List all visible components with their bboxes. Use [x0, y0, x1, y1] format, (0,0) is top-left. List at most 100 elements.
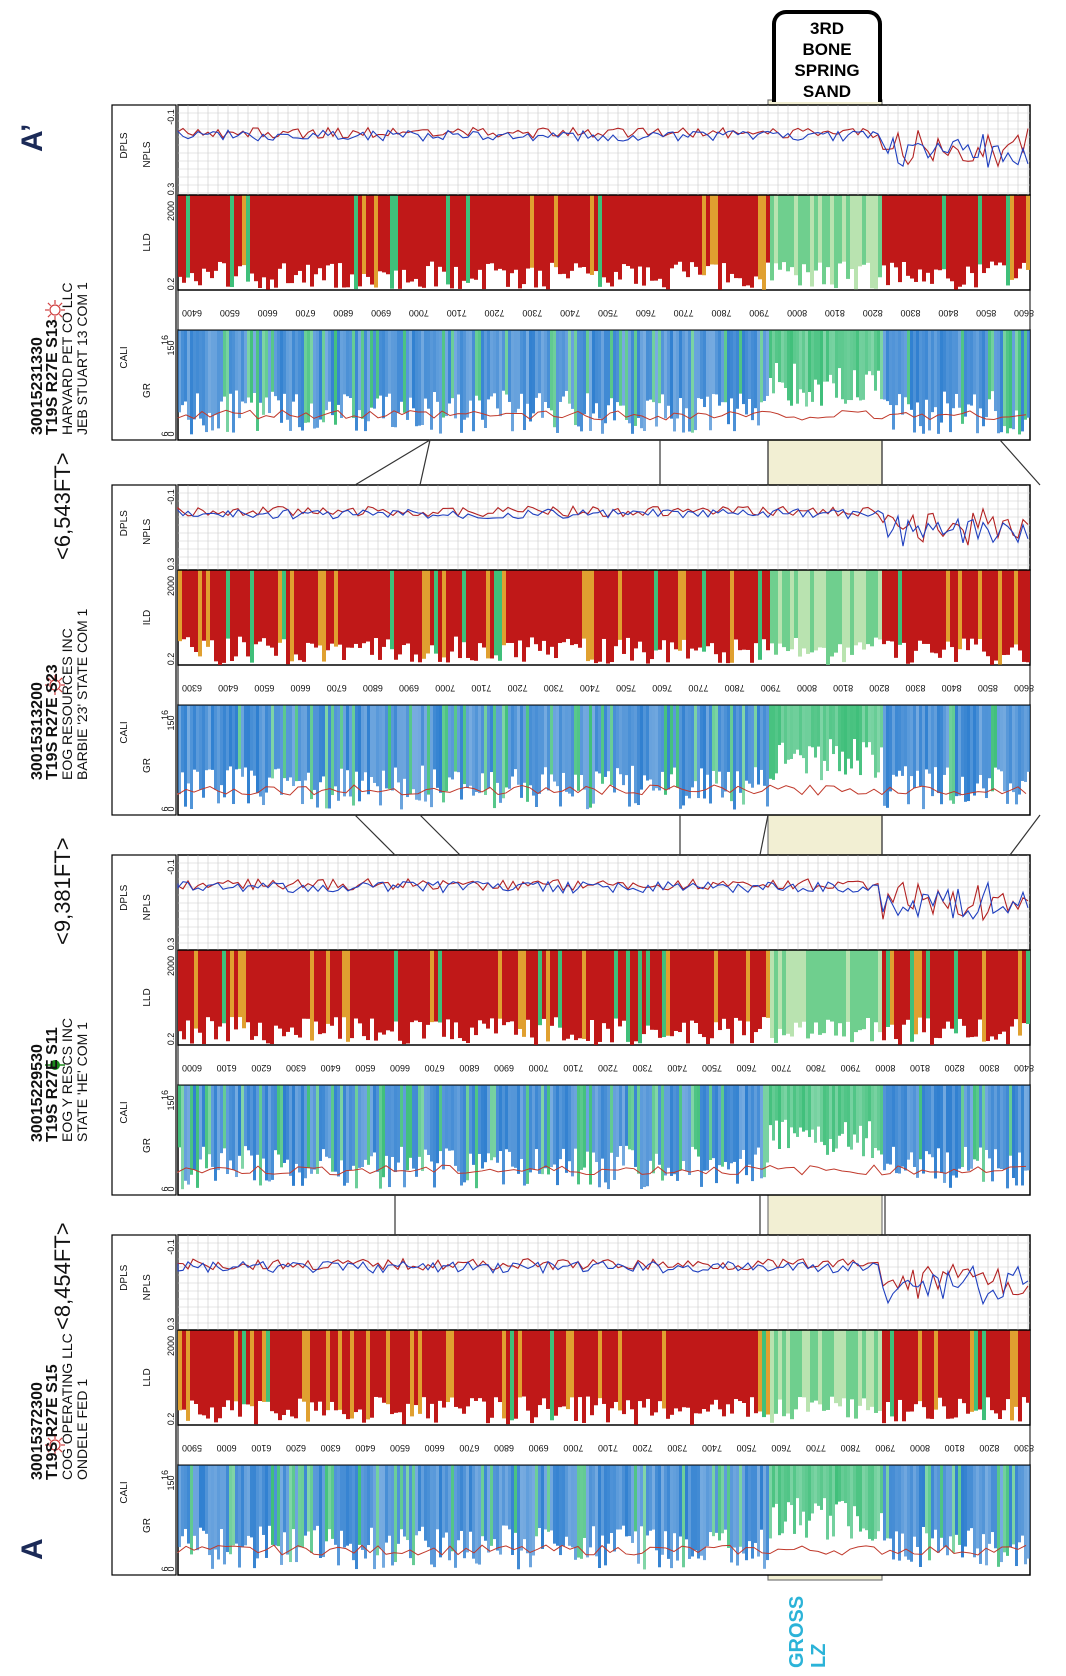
gr-fill	[430, 1465, 433, 1565]
gr-fill	[949, 1465, 952, 1537]
gr-fill	[922, 1465, 925, 1527]
resistivity-fill	[298, 950, 302, 1038]
resistivity-fill	[238, 1330, 242, 1417]
gr-fill	[838, 705, 841, 772]
gr-fill	[850, 1465, 853, 1539]
gr-fill	[682, 330, 685, 433]
gr-fill	[730, 330, 733, 399]
gr-fill	[721, 330, 724, 403]
resistivity-fill	[518, 570, 522, 641]
resistivity-fill	[806, 950, 810, 1039]
gr-fill	[946, 1085, 949, 1153]
gr-fill	[865, 1465, 868, 1531]
gr-fill	[181, 1085, 184, 1190]
gr-fill	[523, 705, 526, 783]
gr-fill	[910, 1465, 913, 1562]
resistivity-fill	[218, 1330, 222, 1419]
gr-fill	[298, 1465, 301, 1548]
gr-fill	[463, 1465, 466, 1559]
gr-fill	[985, 330, 988, 418]
resistivity-fill	[990, 1330, 994, 1411]
gr-fill	[385, 705, 388, 789]
resistivity-fill	[550, 1330, 554, 1421]
gr-fill	[961, 705, 964, 777]
gr-fill	[349, 330, 352, 399]
curve-name-label: LLD	[142, 1368, 153, 1386]
gr-fill	[517, 705, 520, 785]
resistivity-fill	[714, 950, 718, 1023]
gr-fill	[454, 1085, 457, 1166]
resistivity-fill	[726, 570, 730, 664]
gr-fill	[628, 1085, 631, 1150]
well-panel-4: 6400 6500 6600 6700 6800 6900 7000 7100 7200 7300…	[45, 104, 1034, 441]
gr-fill	[940, 1465, 943, 1538]
cali-curve	[177, 1544, 1027, 1556]
gr-fill	[553, 705, 556, 782]
resistivity-fill	[378, 570, 382, 660]
depth-tick-label: 6400	[355, 1443, 375, 1453]
resistivity-fill	[1002, 570, 1006, 656]
gr-fill	[1009, 1465, 1012, 1548]
scale-value-label: 16	[160, 710, 170, 720]
gas-icon	[58, 313, 63, 318]
gr-fill	[676, 330, 679, 419]
resistivity-fill	[558, 1330, 562, 1408]
resistivity-fill	[1010, 570, 1014, 648]
gr-fill	[205, 1465, 208, 1534]
resistivity-fill	[214, 950, 218, 1040]
gr-fill	[913, 1085, 916, 1167]
resistivity-fill	[866, 570, 870, 645]
resistivity-fill	[626, 570, 630, 638]
gr-fill	[874, 705, 877, 778]
resistivity-fill	[966, 950, 970, 1038]
resistivity-fill	[378, 1330, 382, 1398]
resistivity-fill	[450, 1330, 454, 1398]
resistivity-fill	[586, 195, 590, 274]
formation-title-box: 3RD BONE SPRING SAND	[772, 10, 882, 102]
gr-fill	[481, 1465, 484, 1537]
gr-fill	[316, 705, 319, 808]
gr-fill	[871, 1465, 874, 1541]
resistivity-fill	[710, 195, 714, 265]
resistivity-fill	[626, 1330, 630, 1401]
gr-fill	[448, 705, 451, 778]
resistivity-fill	[310, 195, 314, 287]
gr-fill	[880, 330, 883, 400]
resistivity-fill	[338, 195, 342, 264]
gr-fill	[1012, 705, 1015, 793]
resistivity-fill	[506, 195, 510, 287]
gr-fill	[265, 705, 268, 793]
gr-fill	[226, 705, 229, 771]
resistivity-fill	[706, 1330, 710, 1412]
gr-fill	[691, 1085, 694, 1147]
gr-fill	[715, 330, 718, 395]
gr-fill	[385, 1465, 388, 1543]
gr-fill	[811, 1085, 814, 1130]
resistivity-fill	[538, 570, 542, 651]
resistivity-fill	[518, 950, 522, 1029]
gr-fill	[559, 1085, 562, 1160]
gr-fill	[781, 330, 784, 383]
gr-fill	[505, 1085, 508, 1150]
gr-fill	[274, 1085, 277, 1151]
gr-fill	[499, 705, 502, 803]
resistivity-fill	[450, 950, 454, 1040]
gr-fill	[856, 1085, 859, 1143]
gr-fill	[931, 1465, 934, 1539]
resistivity-fill	[326, 1330, 330, 1411]
resistivity-fill	[370, 195, 374, 285]
depth-tick-label: 7900	[841, 1063, 861, 1073]
gr-fill	[964, 1085, 967, 1147]
resistivity-fill	[566, 1330, 570, 1410]
resistivity-fill	[298, 1330, 302, 1399]
gr-fill	[694, 1465, 697, 1551]
gr-fill	[439, 330, 442, 434]
resistivity-fill	[794, 950, 798, 1023]
gr-fill	[268, 1465, 271, 1526]
gr-fill	[622, 1465, 625, 1526]
resistivity-fill	[942, 1330, 946, 1407]
resistivity-fill	[198, 950, 202, 1033]
gr-fill	[184, 1465, 187, 1529]
gr-fill	[847, 1465, 850, 1527]
resistivity-fill	[302, 1330, 306, 1402]
